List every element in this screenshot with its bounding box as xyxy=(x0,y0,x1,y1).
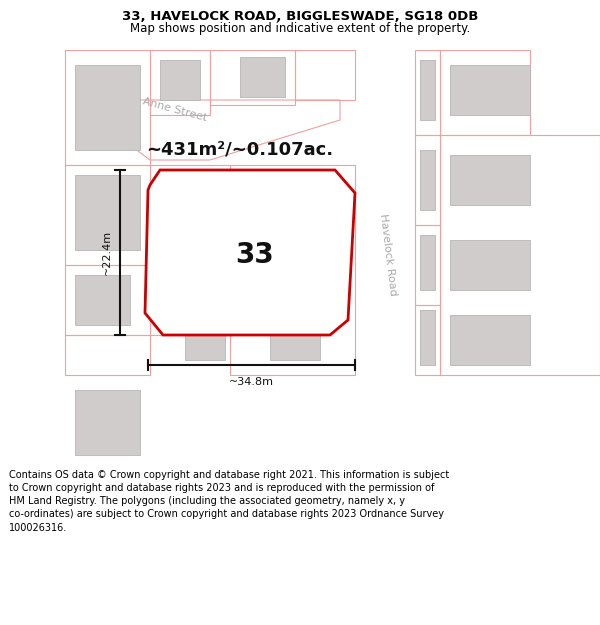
Polygon shape xyxy=(75,390,140,455)
Polygon shape xyxy=(185,325,225,360)
Polygon shape xyxy=(420,150,435,210)
Polygon shape xyxy=(450,240,530,290)
Text: Contains OS data © Crown copyright and database right 2021. This information is : Contains OS data © Crown copyright and d… xyxy=(9,470,449,532)
Polygon shape xyxy=(450,315,530,365)
Text: Anne Street: Anne Street xyxy=(142,97,208,123)
Polygon shape xyxy=(185,185,230,225)
Text: ~34.8m: ~34.8m xyxy=(229,377,274,387)
Polygon shape xyxy=(450,155,530,205)
Polygon shape xyxy=(270,320,320,360)
Polygon shape xyxy=(160,60,200,100)
Polygon shape xyxy=(75,175,140,250)
Polygon shape xyxy=(420,310,435,365)
Text: Map shows position and indicative extent of the property.: Map shows position and indicative extent… xyxy=(130,22,470,35)
Polygon shape xyxy=(75,275,130,325)
Polygon shape xyxy=(0,50,65,465)
Polygon shape xyxy=(0,50,340,185)
Polygon shape xyxy=(440,50,600,465)
Polygon shape xyxy=(420,235,435,290)
Polygon shape xyxy=(420,60,435,120)
Text: ~22.4m: ~22.4m xyxy=(102,230,112,275)
Polygon shape xyxy=(0,375,600,465)
Polygon shape xyxy=(355,50,430,465)
Polygon shape xyxy=(240,57,285,97)
Text: ~431m²/~0.107ac.: ~431m²/~0.107ac. xyxy=(146,141,334,159)
Polygon shape xyxy=(75,65,140,150)
Text: 33, HAVELOCK ROAD, BIGGLESWADE, SG18 0DB: 33, HAVELOCK ROAD, BIGGLESWADE, SG18 0DB xyxy=(122,10,478,23)
Polygon shape xyxy=(145,170,355,335)
Text: 33: 33 xyxy=(236,241,274,269)
Text: Havelock Road: Havelock Road xyxy=(378,213,398,297)
Polygon shape xyxy=(450,65,530,115)
